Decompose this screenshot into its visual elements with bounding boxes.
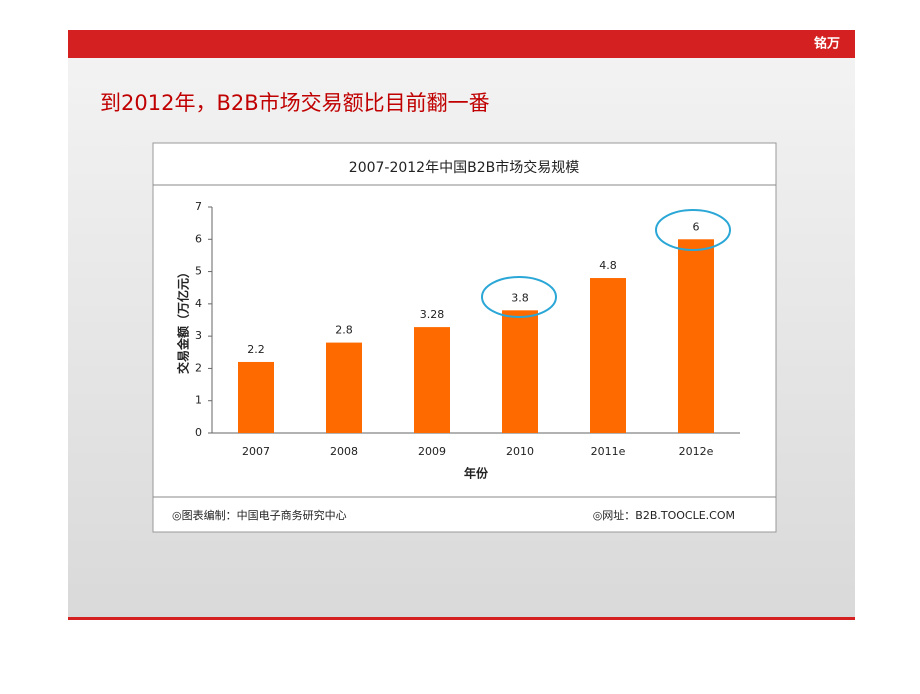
bar bbox=[414, 327, 450, 433]
chart-title: 2007-2012年中国B2B市场交易规模 bbox=[349, 159, 579, 176]
y-tick-label: 1 bbox=[195, 394, 202, 407]
highlight-ellipse bbox=[481, 276, 557, 318]
chart-box bbox=[152, 142, 777, 533]
value-label: 3.8 bbox=[511, 291, 529, 304]
logo: 铭万 bbox=[814, 36, 840, 52]
x-tick-label: 2009 bbox=[418, 445, 446, 458]
bar bbox=[238, 361, 274, 433]
value-label: 6 bbox=[693, 220, 700, 233]
y-tick-label: 6 bbox=[195, 232, 202, 245]
website: ◎网址：B2B.TOOCLE.COM bbox=[593, 508, 735, 522]
x-tick-label: 2012e bbox=[679, 445, 714, 458]
y-tick-label: 3 bbox=[195, 329, 202, 342]
header-bar bbox=[68, 30, 855, 58]
x-tick-label: 2011e bbox=[591, 445, 626, 458]
x-axis-label: 年份 bbox=[464, 466, 489, 481]
value-label: 3.28 bbox=[420, 308, 445, 321]
value-label: 2.2 bbox=[247, 343, 265, 356]
y-axis-label: 交易金额（万亿元） bbox=[176, 266, 191, 374]
bar bbox=[590, 278, 626, 433]
highlight-ellipse bbox=[655, 209, 731, 251]
slide-title: 到2012年，B2B市场交易额比目前翻一番 bbox=[100, 91, 490, 115]
bar bbox=[678, 239, 714, 433]
x-tick-label: 2010 bbox=[506, 445, 534, 458]
y-tick-label: 5 bbox=[195, 265, 202, 278]
x-tick-label: 2007 bbox=[242, 445, 270, 458]
source: ◎图表编制：中国电子商务研究中心 bbox=[172, 508, 347, 522]
value-label: 2.8 bbox=[335, 324, 353, 337]
y-tick-label: 7 bbox=[195, 200, 202, 213]
bar bbox=[326, 342, 362, 433]
bar bbox=[502, 310, 538, 433]
y-tick-label: 2 bbox=[195, 361, 202, 374]
value-label: 4.8 bbox=[599, 259, 617, 272]
x-tick-label: 2008 bbox=[330, 445, 358, 458]
y-tick-label: 4 bbox=[195, 297, 202, 310]
footer-bar bbox=[68, 617, 855, 620]
y-tick-label: 0 bbox=[195, 426, 202, 439]
